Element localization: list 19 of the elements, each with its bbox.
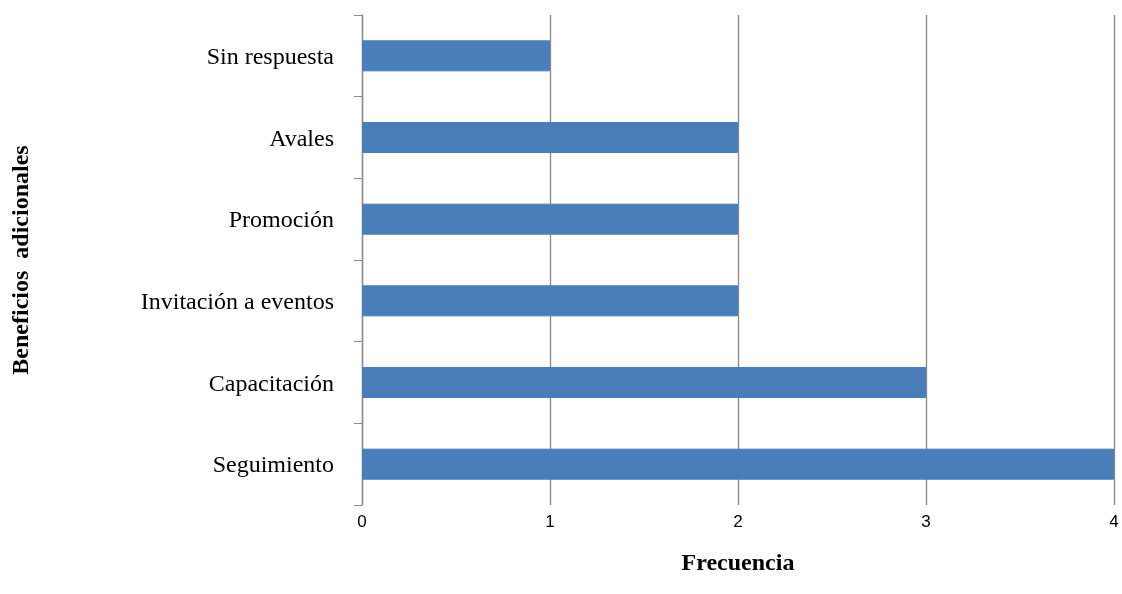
y-tick-label: Capacitación <box>208 369 334 396</box>
y-tick-label: Promoción <box>228 206 334 233</box>
bar <box>362 121 738 154</box>
x-tick-label: 1 <box>545 512 555 531</box>
bar <box>362 285 738 317</box>
y-tick-label: Avales <box>269 124 334 151</box>
bar <box>362 366 926 399</box>
x-axis-title: Frecuencia <box>681 549 795 575</box>
x-tick-label: 0 <box>357 512 367 531</box>
x-tick-label: 4 <box>1109 512 1119 531</box>
bar <box>362 40 550 72</box>
y-tick-label: Seguimiento <box>212 451 334 478</box>
x-tick-label: 3 <box>921 512 931 531</box>
bar <box>362 203 738 235</box>
x-tick-label: 2 <box>733 512 743 531</box>
y-axis-title: Beneficios adicionales <box>7 145 33 375</box>
y-tick-label: Sin respuesta <box>206 42 335 69</box>
y-tick-label: Invitación a eventos <box>140 287 334 314</box>
bar <box>362 448 1114 480</box>
